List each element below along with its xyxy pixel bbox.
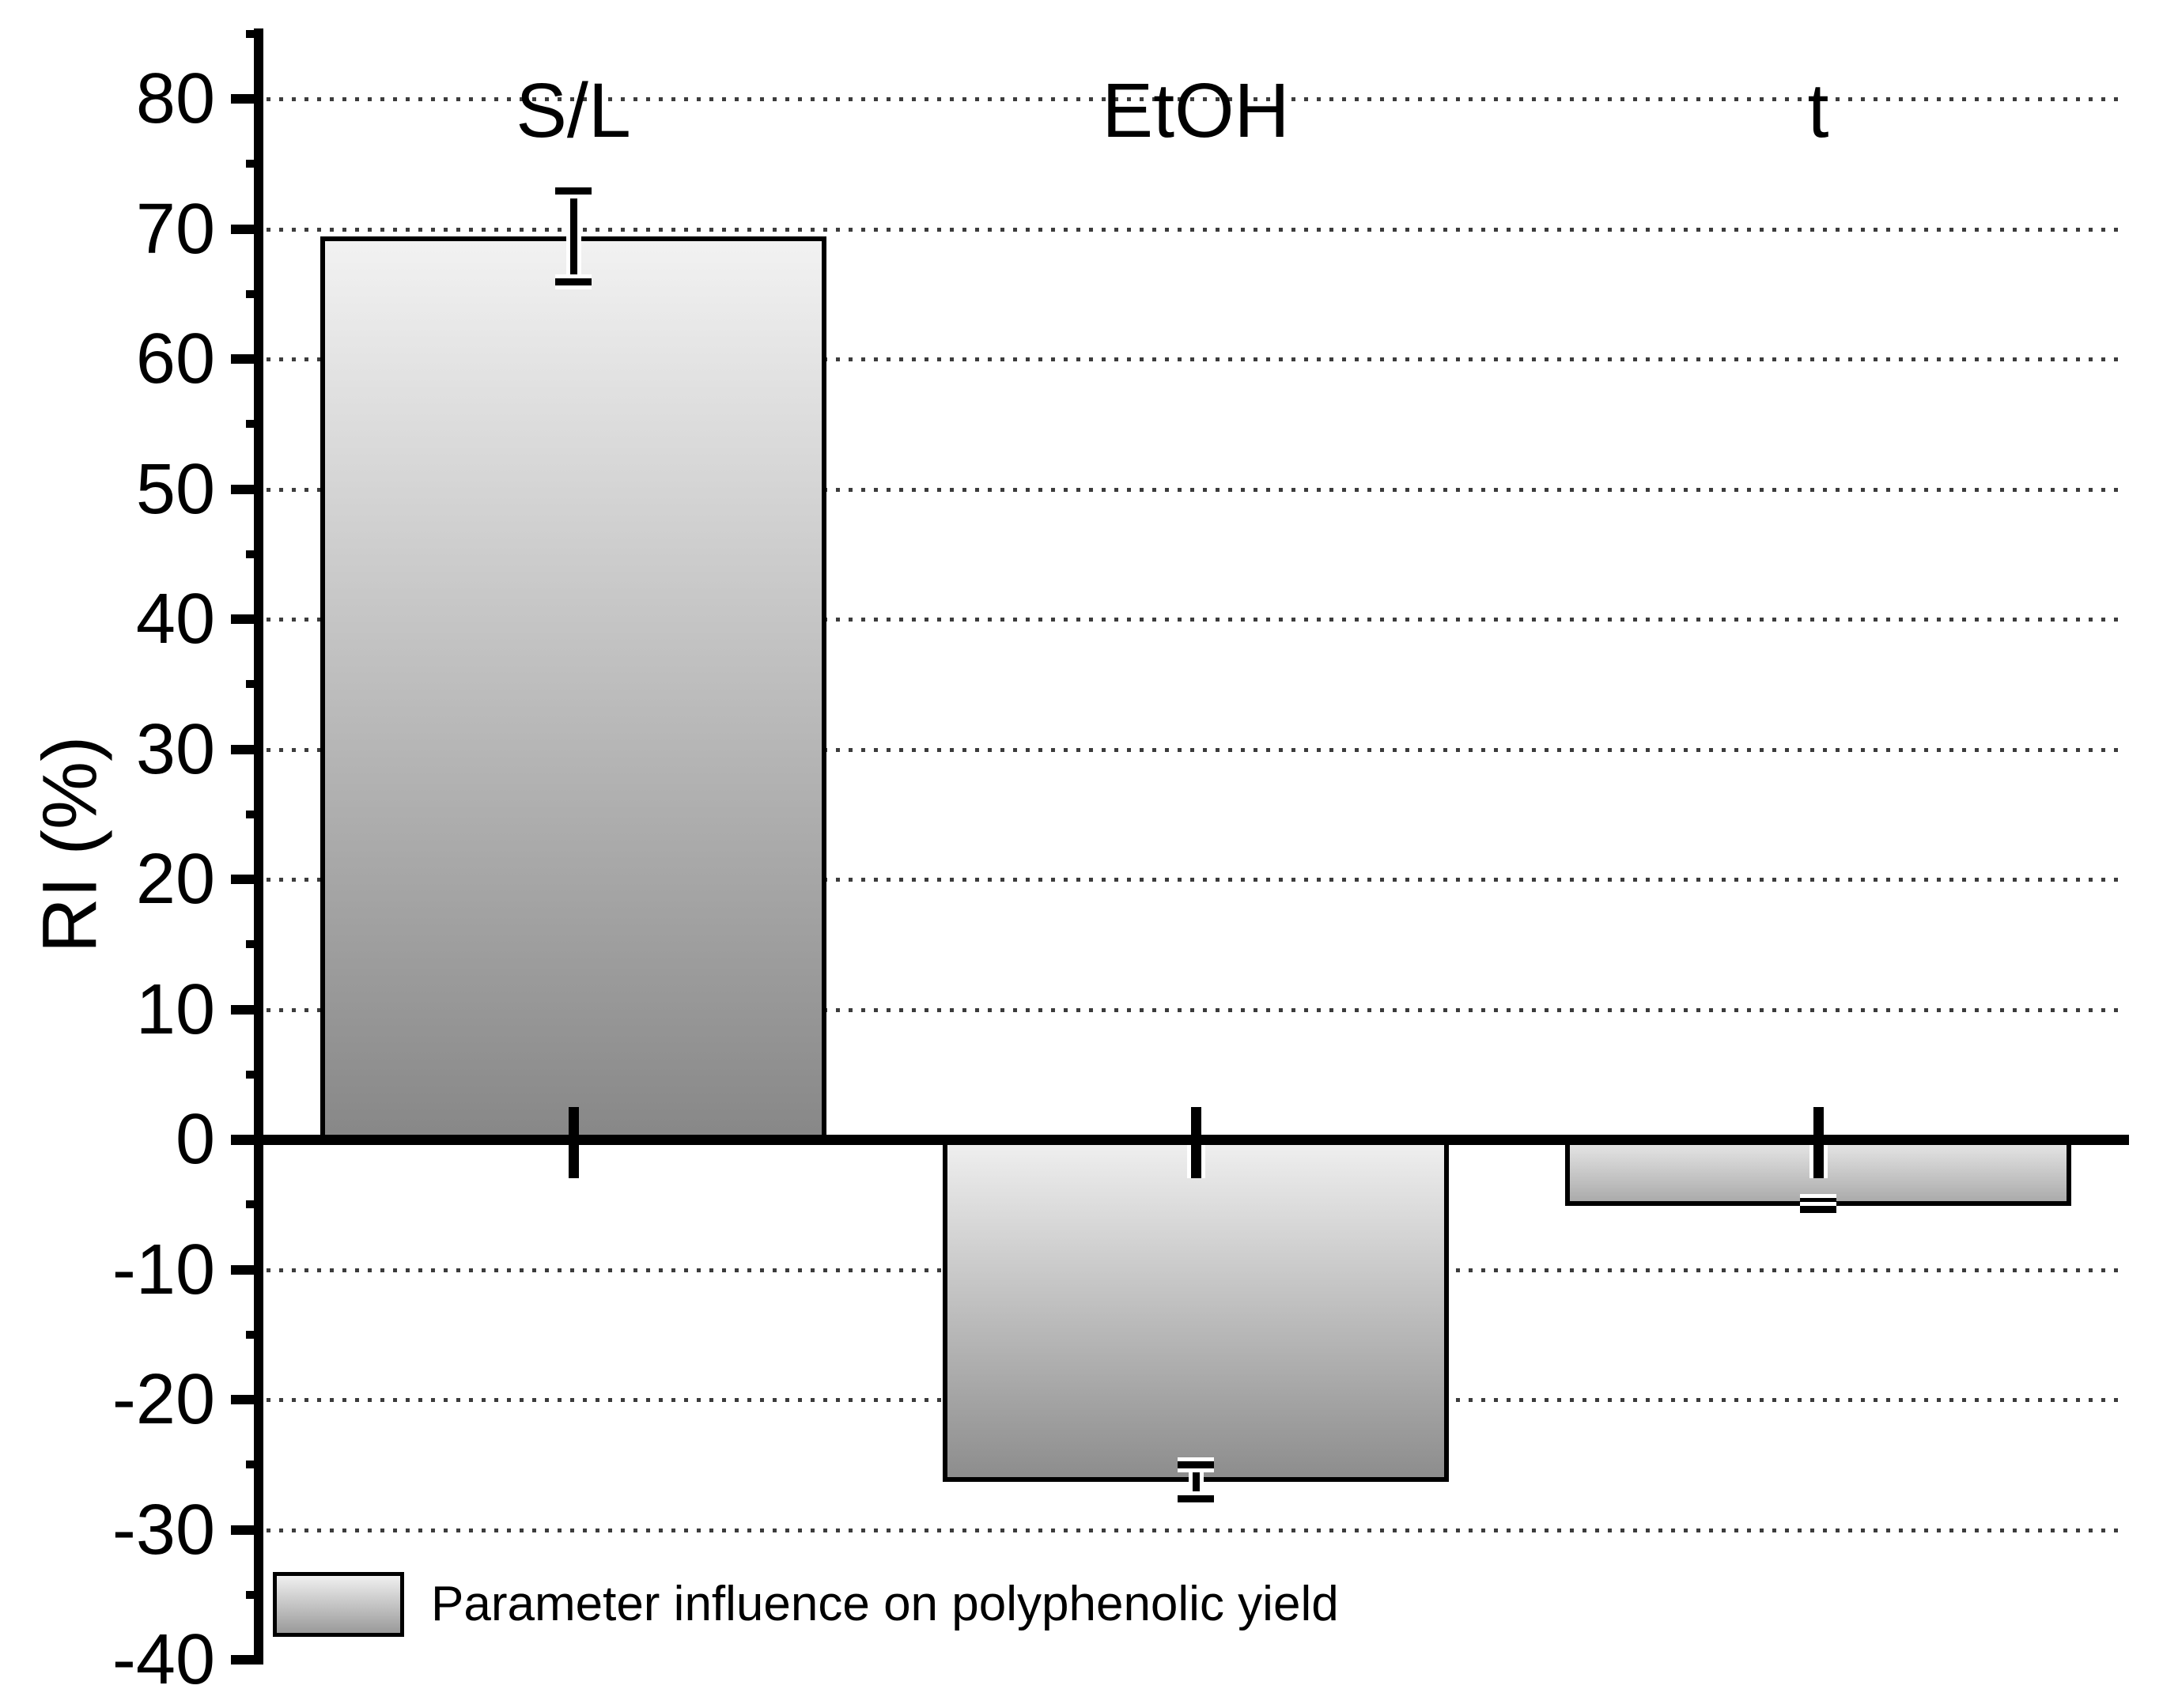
y-axis-tick-major-40 (231, 614, 263, 624)
gridline-20 (267, 878, 2126, 882)
legend-swatch (273, 1572, 404, 1637)
y-tick-label--30: -30 (112, 1491, 215, 1570)
error-bar-line-EtOH (1192, 1464, 1200, 1498)
y-tick-label-20: 20 (135, 840, 215, 919)
y-axis-tick-minor--35 (246, 1591, 263, 1599)
y-axis-tick-major--20 (231, 1395, 263, 1404)
y-axis-tick-minor-55 (246, 420, 263, 428)
error-bar-cap-EtOH-high (1178, 1461, 1214, 1468)
y-axis-tick-major-50 (231, 485, 263, 494)
y-axis-tick-major-60 (231, 354, 263, 364)
gridline-50 (267, 488, 2126, 492)
y-axis-tick-major-20 (231, 875, 263, 884)
y-tick-label-30: 30 (135, 710, 215, 789)
legend-label: Parameter influence on polyphenolic yiel… (431, 1577, 1339, 1631)
y-axis-line (254, 28, 263, 1665)
x-axis-tick-lower-t (1813, 1143, 1824, 1178)
gridline-60 (267, 357, 2126, 361)
x-axis-tick-lower-S/L (568, 1143, 579, 1178)
y-tick-label--10: -10 (112, 1230, 215, 1309)
y-tick-label-10: 10 (135, 970, 215, 1049)
y-axis-tick-minor--5 (246, 1200, 263, 1208)
y-axis-tick-minor-5 (246, 1071, 263, 1079)
y-axis-tick-minor-75 (246, 160, 263, 168)
zero-axis-line (231, 1135, 2129, 1145)
y-axis-tick-major-10 (231, 1005, 263, 1015)
category-label-S/L: S/L (516, 67, 631, 153)
y-axis-tick-minor-35 (246, 680, 263, 688)
error-bar-cap-t-high (1800, 1198, 1836, 1205)
y-axis-tick-major--10 (231, 1265, 263, 1275)
y-tick-label-50: 50 (135, 450, 215, 529)
gridline-10 (267, 1008, 2126, 1012)
y-axis-tick-minor-25 (246, 811, 263, 818)
y-axis-tick-minor-45 (246, 550, 263, 558)
bar-etoh (943, 1135, 1449, 1482)
y-tick-label--40: -40 (112, 1620, 215, 1699)
error-bar-cap-S/L-low (555, 278, 592, 285)
y-tick-label-60: 60 (135, 319, 215, 399)
error-bar-cap-t-low (1800, 1206, 1836, 1213)
gridline--30 (267, 1529, 2126, 1532)
error-bar-cap-EtOH-low (1178, 1495, 1214, 1502)
x-axis-tick-upper-EtOH (1190, 1107, 1201, 1139)
category-label-t: t (1807, 67, 1829, 153)
y-axis-tick-major-30 (231, 745, 263, 754)
error-bar-cap-S/L-high (555, 187, 592, 195)
y-axis-tick-major--40 (231, 1655, 263, 1665)
x-axis-tick-lower-EtOH (1190, 1143, 1201, 1178)
y-axis-tick-major-80 (231, 94, 263, 104)
y-axis-tick-minor--15 (246, 1331, 263, 1339)
y-axis-tick-major-70 (231, 225, 263, 234)
y-axis-tick-minor--25 (246, 1460, 263, 1468)
y-axis-tick-minor-65 (246, 290, 263, 298)
y-tick-label-40: 40 (135, 580, 215, 659)
y-tick-label-80: 80 (135, 59, 215, 138)
category-label-EtOH: EtOH (1102, 67, 1290, 153)
bar-s-l (320, 236, 826, 1145)
gridline-40 (267, 618, 2126, 622)
x-axis-tick-upper-t (1813, 1107, 1824, 1139)
y-tick-label-70: 70 (135, 190, 215, 269)
gridline-70 (267, 228, 2126, 232)
gridline-30 (267, 748, 2126, 752)
y-tick-label--20: -20 (112, 1360, 215, 1439)
y-tick-label-0: 0 (175, 1100, 215, 1179)
y-axis-tick-major--30 (231, 1525, 263, 1535)
error-bar-line-S/L (569, 191, 577, 282)
y-axis-tick-minor-15 (246, 940, 263, 948)
y-axis-tick-minor-85 (246, 30, 263, 38)
gridline-80 (267, 97, 2126, 101)
x-axis-tick-upper-S/L (568, 1107, 579, 1139)
